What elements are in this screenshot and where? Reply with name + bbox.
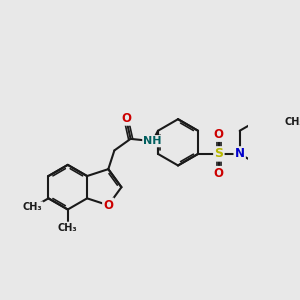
Text: N: N: [235, 147, 245, 161]
Text: CH₃: CH₃: [23, 202, 43, 212]
Text: S: S: [214, 147, 224, 161]
Text: NH: NH: [143, 136, 162, 146]
Text: CH₃: CH₃: [284, 118, 300, 128]
Text: O: O: [214, 128, 224, 141]
Text: O: O: [214, 167, 224, 180]
Text: O: O: [121, 112, 131, 124]
Text: O: O: [103, 199, 113, 212]
Text: CH₃: CH₃: [58, 223, 78, 233]
